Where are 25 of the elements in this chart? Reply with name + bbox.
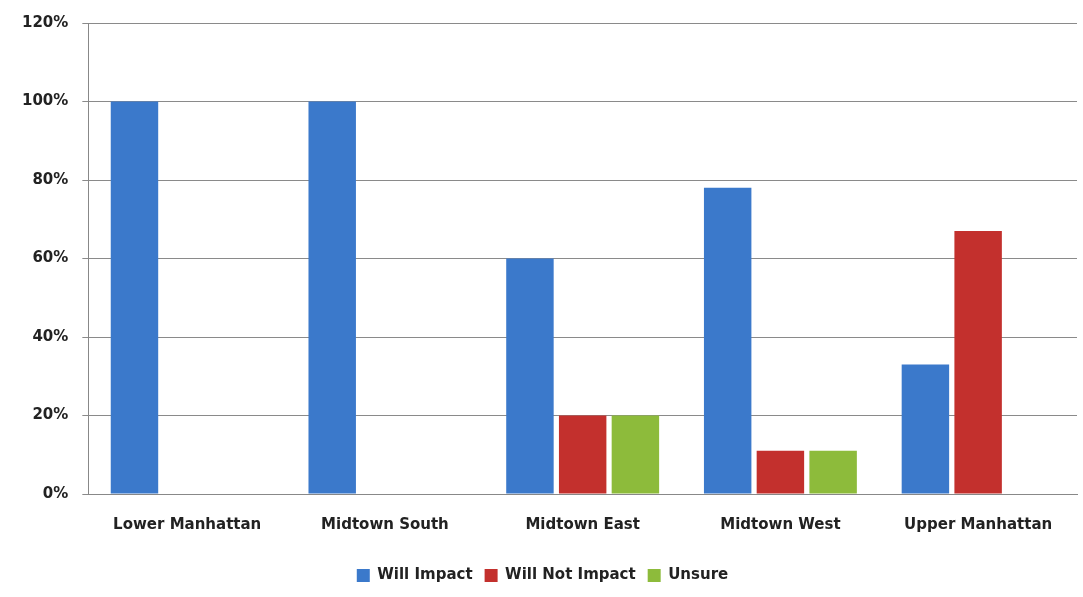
x-tick-label: Midtown East [525,514,640,533]
bar [809,450,857,494]
y-tick-label: 0% [42,483,69,502]
legend-label: Will Impact [377,565,473,584]
bar [506,258,554,494]
y-tick-label: 80% [32,169,69,188]
legend-label: Unsure [668,565,729,584]
bar [901,364,950,494]
bar [558,415,607,494]
x-tick-label: Lower Manhattan [113,514,262,533]
bar [703,187,752,494]
y-tick-label: 40% [32,326,69,345]
y-tick-label: 120% [22,12,69,31]
bar [756,450,805,494]
bar [110,101,159,494]
bar [954,231,1002,494]
y-tick-label: 100% [22,91,69,110]
bar [308,101,356,494]
x-tick-label: Upper Manhattan [904,514,1053,533]
bar [611,415,660,494]
legend-label: Will Not Impact [505,565,636,584]
x-tick-label: Midtown West [720,514,841,533]
y-tick-label: 60% [32,248,69,267]
x-tick-label: Midtown South [321,514,449,533]
y-tick-label: 20% [32,405,69,424]
